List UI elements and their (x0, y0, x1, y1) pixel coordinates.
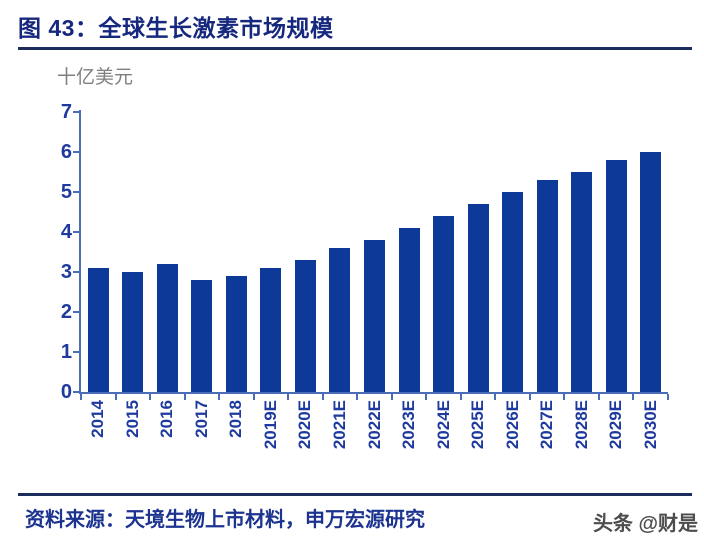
footer-divider (18, 493, 692, 496)
bar-2022E (364, 240, 385, 392)
x-axis-tick (114, 394, 117, 400)
y-axis-tick (73, 391, 80, 393)
x-axis-tick (425, 394, 428, 400)
x-axis-tick (632, 394, 635, 400)
bar-2019E (260, 268, 282, 392)
x-axis-tick (287, 394, 290, 400)
y-axis-tick-label: 0 (60, 381, 72, 403)
x-axis-tick-label: 2016 (157, 400, 177, 438)
x-axis-tick-label: 2030E (640, 400, 660, 450)
bar-2017 (191, 280, 213, 392)
x-axis-tick-label: 2024E (433, 400, 453, 450)
y-axis-tick-label: 3 (60, 261, 72, 283)
y-axis-tick (73, 231, 80, 233)
x-axis-tick (183, 394, 186, 400)
x-axis-tick-label: 2017 (191, 400, 211, 438)
y-axis-tick (73, 351, 80, 353)
bar-2023E (398, 228, 420, 392)
x-axis-tick (494, 394, 497, 400)
bar-2015 (122, 272, 144, 392)
x-axis-tick-label: 2021E (329, 400, 349, 450)
bar-2025E (467, 204, 489, 392)
watermark-text: 头条 @财是 (592, 513, 698, 535)
bar-2029E (605, 160, 627, 392)
y-axis-tick (73, 271, 80, 273)
bar-2021E (329, 248, 351, 392)
source-attribution: 资料来源：天境生物上市材料，申万宏源研究 (25, 509, 425, 531)
x-axis-tick (563, 394, 566, 400)
x-axis-line (79, 392, 668, 394)
bar-2030E (640, 152, 662, 392)
x-axis-tick-label: 2014 (88, 400, 108, 438)
x-axis-tick-label: 2019E (260, 400, 280, 450)
x-axis-tick (459, 394, 462, 400)
bar-2020E (294, 260, 316, 392)
y-axis-unit-label: 十亿美元 (57, 67, 134, 88)
x-axis-tick-label: 2028E (571, 400, 591, 450)
title-underline (18, 47, 692, 50)
x-axis-tick (321, 394, 324, 400)
x-axis-tick (80, 394, 82, 400)
x-axis-tick (667, 394, 669, 400)
y-axis-tick (73, 111, 80, 113)
bar-2026E (502, 192, 524, 392)
y-axis-tick-label: 4 (60, 221, 72, 243)
x-axis-tick (528, 394, 531, 400)
x-axis-tick (390, 394, 393, 400)
x-axis-tick (356, 394, 359, 400)
bar-2028E (571, 172, 593, 392)
x-axis-tick-label: 2015 (122, 400, 142, 438)
bar-2027E (536, 180, 558, 392)
x-axis-tick-label: 2025E (468, 400, 488, 450)
x-axis-tick (252, 394, 255, 400)
y-axis-tick-label: 2 (60, 301, 72, 323)
x-axis-tick (597, 394, 600, 400)
x-axis-tick (149, 394, 152, 400)
y-axis-tick (73, 191, 80, 193)
x-axis-tick-label: 2023E (399, 400, 419, 450)
x-axis-tick-label: 2027E (537, 400, 557, 450)
y-axis-tick-label: 7 (60, 101, 72, 123)
bar-2014 (87, 268, 109, 392)
figure-title: 图 43：全球生长激素市场规模 (18, 15, 334, 41)
y-axis-tick (73, 151, 80, 153)
x-axis-tick-label: 2018 (226, 400, 246, 438)
y-axis-tick-label: 6 (60, 141, 72, 163)
bar-2024E (433, 216, 455, 392)
y-axis-tick-label: 1 (60, 341, 72, 363)
bar-2016 (156, 264, 178, 392)
y-axis-line (79, 110, 81, 394)
y-axis-tick (73, 311, 80, 313)
x-axis-tick-label: 2026E (502, 400, 522, 450)
x-axis-tick (218, 394, 221, 400)
x-axis-tick-label: 2020E (295, 400, 315, 450)
x-axis-tick-label: 2022E (364, 400, 384, 450)
y-axis-tick-label: 5 (60, 181, 72, 203)
bar-2018 (225, 276, 247, 392)
x-axis-tick-label: 2029E (606, 400, 626, 450)
